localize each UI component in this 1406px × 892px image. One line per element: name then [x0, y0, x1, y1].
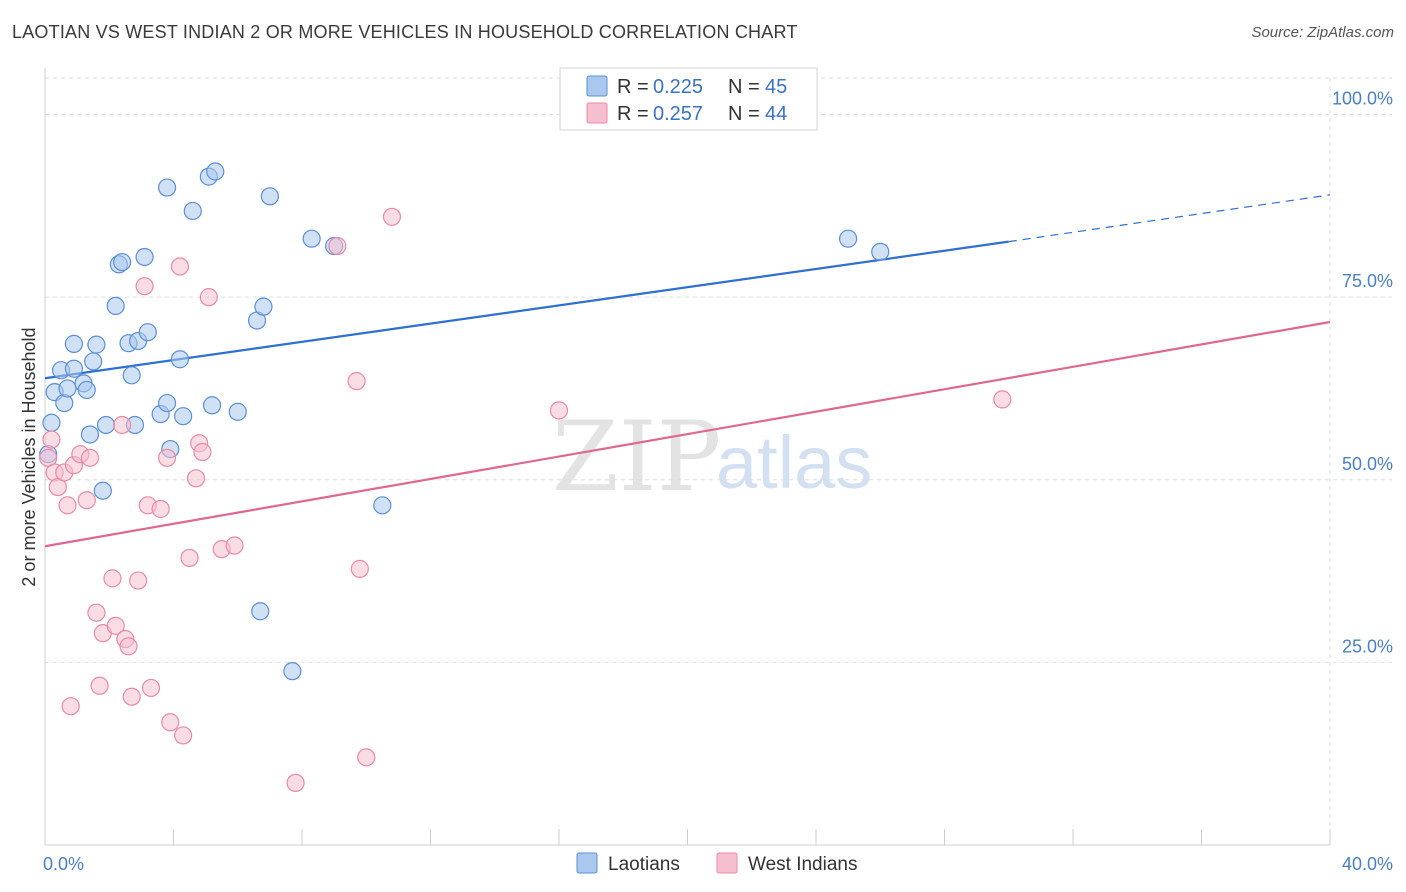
westindians-point	[119, 637, 138, 656]
legend-r-label-1: R =	[617, 76, 649, 98]
axes: 25.0% 50.0% 75.0% 100.0% 0.0% 40.0%	[43, 68, 1393, 874]
legend-r-value-1: 0.225	[653, 76, 703, 98]
westindians-trend-line	[44, 320, 1331, 548]
legend-r-label-2: R =	[617, 103, 649, 125]
laotians-point	[254, 297, 273, 316]
laotians-point	[106, 296, 125, 316]
westindians-point	[42, 430, 61, 449]
x-tick-label-max: 40.0%	[1342, 854, 1393, 874]
westindians-point	[161, 713, 180, 732]
laotians-point	[174, 407, 193, 426]
westindians-point	[61, 697, 80, 716]
watermark-atlas: atlas	[716, 421, 872, 504]
legend-r-value-2: 0.257	[653, 103, 703, 125]
laotians-point	[157, 393, 177, 413]
chart-title: LAOTIAN VS WEST INDIAN 2 OR MORE VEHICLE…	[12, 22, 798, 42]
bottom-legend-swatch-westindians	[716, 852, 738, 874]
laotians-point	[202, 396, 222, 415]
laotians-point	[93, 481, 112, 500]
legend-n-label-2: N =	[728, 103, 760, 125]
watermark-zip: ZIP	[552, 401, 721, 513]
laotians-point	[138, 323, 157, 342]
y-tick-label: 50.0%	[1342, 454, 1393, 474]
westindians-point	[135, 277, 154, 296]
legend-swatch-westindians	[586, 102, 608, 124]
laotians-point	[42, 413, 61, 432]
laotians-point	[64, 359, 84, 378]
source-label: Source: ZipAtlas.com	[1251, 24, 1394, 41]
laotians-point	[122, 366, 141, 385]
laotians-point	[112, 252, 132, 272]
laotians-point	[206, 162, 225, 181]
westindians-point	[993, 390, 1012, 409]
legend: R = 0.225 N = 45 R = 0.257 N = 44	[559, 67, 818, 131]
laotians-point	[183, 201, 202, 221]
laotians-point	[839, 229, 858, 248]
laotians-point	[157, 178, 177, 197]
westindians-point	[58, 496, 77, 515]
legend-n-label-1: N =	[728, 76, 760, 98]
westindians-point	[193, 442, 212, 462]
laotians-point	[170, 350, 190, 369]
y-tick-label: 25.0%	[1342, 636, 1393, 656]
laotians-point	[87, 335, 106, 354]
legend-swatch-laotians	[586, 75, 608, 97]
watermark: ZIP atlas	[552, 401, 872, 513]
laotians-trend-extension	[1008, 194, 1331, 243]
laotians-point	[96, 415, 116, 435]
legend-n-value-1: 45	[765, 76, 787, 98]
bottom-legend: Laotians West Indians	[576, 852, 857, 875]
westindians-point	[112, 415, 132, 435]
laotians-point	[84, 352, 103, 371]
westindians-point	[382, 207, 402, 226]
laotians-point	[228, 402, 247, 421]
legend-n-value-2: 44	[765, 103, 787, 125]
laotians-point	[302, 229, 321, 248]
westindians-point	[90, 676, 109, 695]
westindians-point	[357, 748, 376, 767]
laotians-trend-line	[44, 240, 1009, 380]
westindians-point	[225, 536, 244, 555]
y-axis-title: 2 or more Vehicles in Household	[19, 327, 39, 586]
westindians-point	[103, 569, 122, 588]
westindians-point	[180, 548, 199, 568]
westindians-point	[141, 678, 161, 698]
westindians-point	[286, 773, 305, 793]
westindians-point	[80, 448, 100, 467]
westindians-point	[328, 236, 347, 256]
westindians-point	[350, 559, 369, 578]
bottom-legend-label-westindians: West Indians	[748, 854, 857, 875]
y-tick-label: 100.0%	[1332, 89, 1393, 109]
laotians-point	[64, 334, 84, 353]
x-tick-label-min: 0.0%	[43, 854, 84, 874]
westindians-point	[129, 571, 148, 590]
westindians-point	[157, 448, 177, 467]
laotians-point	[80, 425, 100, 444]
trend-lines	[44, 194, 1331, 548]
westindians-point	[186, 469, 206, 488]
westindians-point	[174, 726, 193, 745]
westindians-point	[77, 491, 96, 510]
westindians-point	[106, 616, 125, 635]
laotians-point	[373, 496, 392, 515]
westindians-point	[549, 401, 569, 420]
laotians-point	[77, 380, 96, 400]
laotians-point	[283, 662, 302, 681]
westindians-point	[87, 603, 106, 622]
laotians-point	[58, 379, 77, 398]
laotians-point	[135, 247, 154, 267]
laotians-point	[871, 242, 890, 261]
data-points	[39, 162, 1012, 793]
y-tick-label: 75.0%	[1342, 271, 1393, 291]
westindians-point	[122, 687, 141, 706]
westindians-point	[347, 372, 366, 391]
laotians-point	[251, 602, 270, 621]
westindians-point	[151, 499, 170, 519]
bottom-legend-label-laotians: Laotians	[608, 854, 680, 875]
westindians-point	[199, 288, 218, 307]
laotians-point	[260, 187, 279, 206]
bottom-legend-swatch-laotians	[576, 852, 598, 874]
westindians-point	[170, 257, 190, 276]
